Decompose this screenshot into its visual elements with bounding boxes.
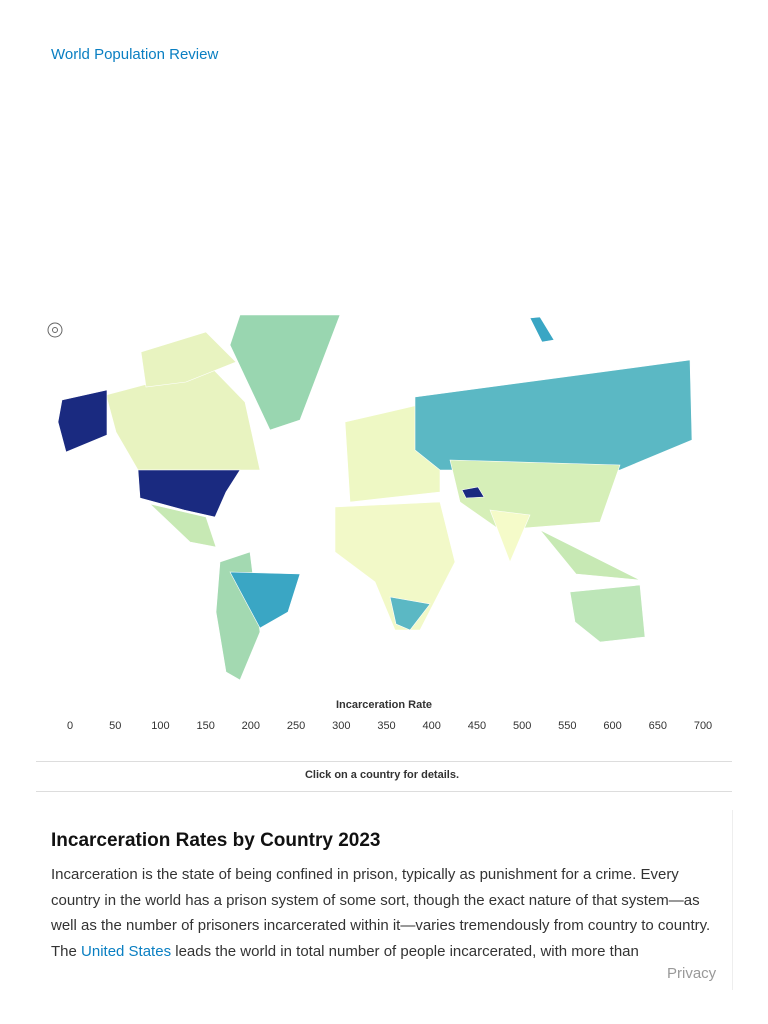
divider xyxy=(36,761,732,762)
legend-tick: 350 xyxy=(377,720,396,732)
text: leads the world in total number of peopl… xyxy=(171,942,639,960)
legend-tick: 450 xyxy=(467,720,487,732)
legend-tick: 700 xyxy=(693,720,713,732)
site-link[interactable]: World Population Review xyxy=(51,46,219,63)
legend-tick: 0 xyxy=(66,720,74,732)
country[interactable] xyxy=(137,469,241,518)
legend-tick: 500 xyxy=(512,720,532,732)
world-map xyxy=(47,314,693,681)
legend-tick: 250 xyxy=(286,720,306,732)
country[interactable] xyxy=(229,314,341,431)
map-hint: Click on a country for details. xyxy=(304,769,460,781)
text: Incarceration is the state of being conf… xyxy=(51,866,711,960)
legend-tick: 50 xyxy=(109,720,122,732)
article-heading: Incarceration Rates by Country 2023 xyxy=(51,830,381,851)
legend-tick: 600 xyxy=(603,720,622,732)
country[interactable] xyxy=(140,331,237,388)
legend-tick: 150 xyxy=(196,720,215,732)
legend-tick: 200 xyxy=(241,720,261,732)
legend-tick: 300 xyxy=(332,720,351,732)
country[interactable] xyxy=(539,529,641,581)
settings-icon[interactable] xyxy=(47,322,63,338)
legend-tick: 400 xyxy=(422,720,441,732)
divider xyxy=(732,810,733,990)
country[interactable] xyxy=(57,389,108,453)
divider xyxy=(36,791,732,792)
privacy-link[interactable]: Privacy xyxy=(667,965,717,982)
country[interactable] xyxy=(529,316,555,343)
legend-title: Incarceration Rate xyxy=(336,699,432,711)
legend-tick: 100 xyxy=(151,720,170,732)
article-paragraph: Incarceration is the state of being conf… xyxy=(51,862,719,964)
country[interactable] xyxy=(569,584,646,643)
legend-tick: 550 xyxy=(558,720,577,732)
country[interactable] xyxy=(414,359,693,471)
country[interactable] xyxy=(489,509,531,563)
country[interactable] xyxy=(389,596,431,631)
country[interactable] xyxy=(148,503,217,548)
country-link[interactable]: United States xyxy=(81,942,172,960)
country[interactable] xyxy=(461,486,485,499)
legend-tick: 650 xyxy=(648,720,667,732)
country[interactable] xyxy=(229,571,301,629)
country[interactable] xyxy=(334,501,456,631)
legend-scale: 0 50 100 150 200 250 300 350 400 450 500 550 600 650 7… xyxy=(0,720,768,736)
